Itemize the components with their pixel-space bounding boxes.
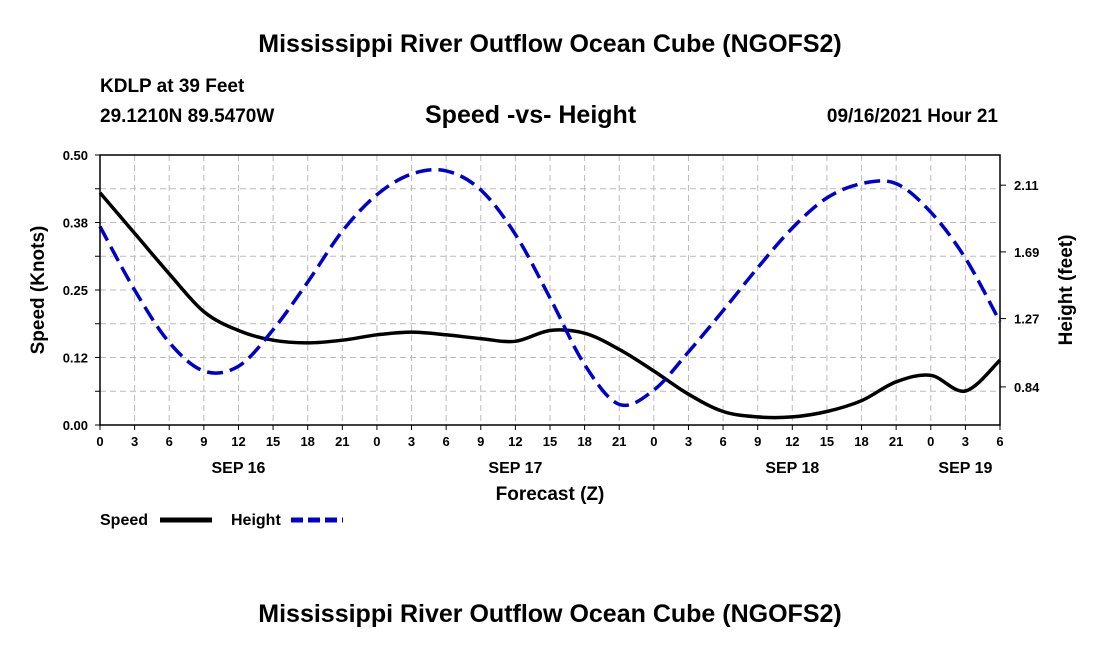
x-tick-label: 18: [577, 434, 591, 449]
legend-speed-label: Speed: [100, 512, 148, 529]
x-tick-label: 15: [266, 434, 280, 449]
legend-height-label: Height: [231, 512, 281, 529]
x-tick-label: 0: [96, 434, 103, 449]
y-tick-label: 0.38: [63, 216, 88, 231]
y-tick-label: 0.50: [63, 148, 88, 163]
x-tick-label: 21: [612, 434, 626, 449]
x-tick-label: 9: [754, 434, 761, 449]
x-tick-label: 6: [166, 434, 173, 449]
y2-tick-label: 2.11: [1014, 178, 1039, 193]
x-tick-label: 0: [373, 434, 380, 449]
y-tick-label: 0.25: [63, 283, 88, 298]
x-tick-label: 21: [335, 434, 349, 449]
x-tick-label: 21: [889, 434, 903, 449]
forecast-datetime: 09/16/2021 Hour 21: [826, 106, 998, 127]
x-tick-label: 6: [996, 434, 1003, 449]
y2-tick-label: 1.27: [1014, 312, 1039, 327]
x-axis-title: Forecast (Z): [496, 484, 605, 505]
date-label: SEP 16: [211, 460, 265, 477]
x-tick-label: 6: [443, 434, 450, 449]
x-tick-label: 3: [408, 434, 415, 449]
y2-axis-title: Height (feet): [1056, 235, 1077, 346]
x-tick-label: 3: [685, 434, 692, 449]
x-tick-label: 18: [300, 434, 314, 449]
x-tick-label: 9: [200, 434, 207, 449]
x-tick-label: 12: [231, 434, 245, 449]
y-axis-title: Speed (Knots): [28, 226, 49, 355]
legend: Speed Height: [100, 512, 343, 529]
x-tick-label: 18: [854, 434, 868, 449]
date-label: SEP 18: [765, 460, 819, 477]
x-tick-label: 15: [543, 434, 557, 449]
x-tick-label: 12: [785, 434, 799, 449]
axes-layer: 0 3 6 9 12 15 18 21 0 3 6 9 12 15 18 21 0 3 6 9 12 15 18 21 0 3 6 0…: [63, 148, 1040, 477]
x-tick-label: 3: [131, 434, 138, 449]
height-series-line: [98, 167, 1002, 408]
y-tick-label: 0.00: [63, 418, 88, 433]
y-tick-label: 0.12: [63, 351, 88, 366]
x-tick-label: 0: [927, 434, 934, 449]
grid-layer: [99, 154, 1001, 426]
speed-series-line: [98, 191, 1002, 420]
date-label: SEP 17: [488, 460, 542, 477]
x-tick-label: 12: [508, 434, 522, 449]
series-layer: [98, 167, 1002, 420]
x-tick-label: 15: [820, 434, 834, 449]
footer-title: Mississippi River Outflow Ocean Cube (NG…: [258, 600, 842, 628]
chart-main-title: Mississippi River Outflow Ocean Cube (NG…: [258, 30, 842, 58]
chart-subtitle: Speed -vs- Height: [425, 101, 637, 129]
date-label: SEP 19: [938, 460, 992, 477]
y2-tick-label: 0.84: [1014, 380, 1040, 395]
station-coordinates: 29.1210N 89.5470W: [100, 106, 275, 127]
x-tick-label: 6: [719, 434, 726, 449]
station-label: KDLP at 39 Feet: [100, 76, 245, 97]
x-tick-label: 9: [477, 434, 484, 449]
y2-tick-label: 1.69: [1014, 245, 1039, 260]
x-tick-label: 0: [650, 434, 657, 449]
x-tick-label: 3: [962, 434, 969, 449]
